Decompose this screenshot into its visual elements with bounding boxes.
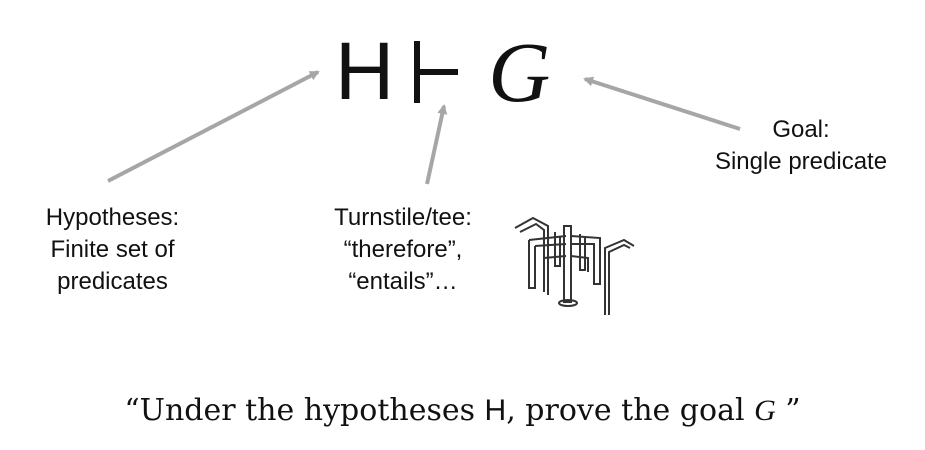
hypotheses-label-line: Hypotheses: (45, 204, 180, 231)
sequent-formula: H G (335, 22, 550, 122)
arrow-goal (583, 76, 741, 131)
caption: “Under the hypotheses H, prove the goal … (0, 393, 925, 428)
turnstile-label-line: “entails”… (348, 268, 458, 295)
goal-label-line: Single predicate (714, 148, 888, 175)
arrow-turnstile (425, 104, 448, 185)
turnstile-symbol (408, 41, 466, 103)
goal-label: Goal: Single predicate (690, 114, 912, 178)
goal-label-line: Goal: (772, 116, 830, 143)
turnstile-illustration (514, 216, 635, 315)
hypotheses-label-line: predicates (57, 268, 168, 295)
hypotheses-label-line: Finite set of (50, 236, 175, 263)
caption-hypotheses-symbol: H (484, 394, 507, 427)
caption-goal-symbol: G (754, 394, 776, 427)
hypotheses-symbol: H (335, 26, 395, 117)
turnstile-label: Turnstile/tee: “therefore”, “entails”… (318, 202, 488, 298)
caption-close: ” (775, 393, 801, 428)
caption-mid: , prove the goal (506, 393, 755, 428)
turnstile-label-line: “therefore”, (343, 236, 463, 263)
turnstile-label-line: Turnstile/tee: (334, 204, 472, 231)
arrow-hypotheses (107, 70, 320, 183)
caption-open: “Under the hypotheses (124, 393, 485, 428)
goal-symbol: G (488, 24, 551, 120)
hypotheses-label: Hypotheses: Finite set of predicates (20, 202, 205, 298)
